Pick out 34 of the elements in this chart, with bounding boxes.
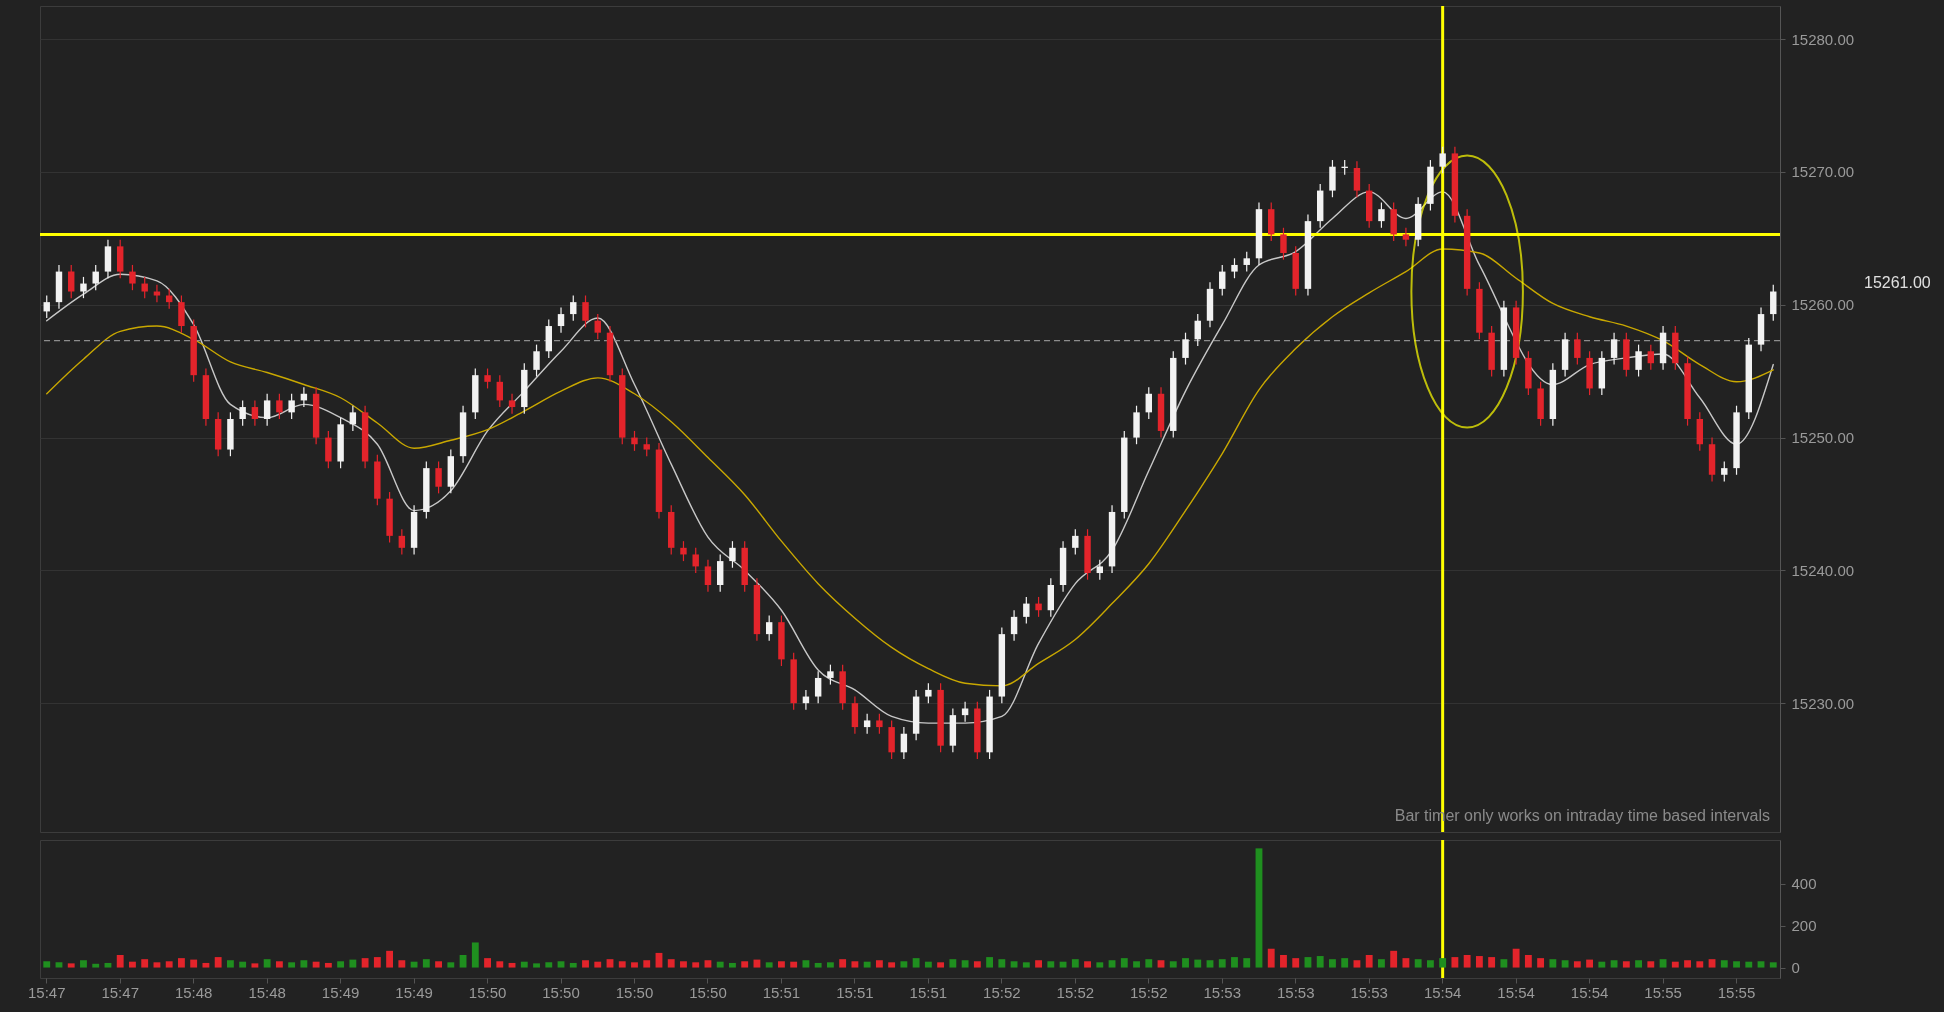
x-tick-label: 15:52	[1056, 983, 1095, 1001]
x-tick-label: 15:50	[615, 983, 654, 1001]
y-tick-label: 200	[1791, 917, 1817, 935]
y-tick-label: 15240.00	[1791, 561, 1855, 579]
x-tick-label: 15:51	[909, 983, 948, 1001]
y-tick-label: 15230.00	[1791, 694, 1855, 712]
x-tick-label: 15:52	[983, 983, 1021, 1001]
x-tick-label: 15:55	[1644, 983, 1682, 1001]
y-tick-label: 15250.00	[1791, 429, 1855, 447]
x-tick-label: 15:47	[27, 983, 66, 1001]
x-tick-label: 15:54	[1423, 983, 1462, 1001]
x-tick-label: 15:53	[1350, 983, 1388, 1001]
y-tick-label: 15270.00	[1791, 163, 1855, 181]
x-tick-label: 15:50	[468, 983, 507, 1001]
y-tick-label: 15280.00	[1791, 30, 1855, 48]
x-tick-label: 15:55	[1717, 983, 1756, 1001]
y-tick-label: 400	[1791, 875, 1817, 893]
x-tick-label: 15:47	[101, 983, 139, 1001]
x-tick-label: 15:52	[1130, 983, 1168, 1001]
x-tick-label: 15:48	[248, 983, 286, 1001]
x-tick-label: 15:49	[321, 983, 360, 1001]
x-tick-label: 15:53	[1276, 983, 1315, 1001]
x-tick-label: 15:49	[395, 983, 433, 1001]
y-tick-label: 0	[1791, 959, 1800, 977]
y-tick-label: 15260.00	[1791, 296, 1855, 314]
x-tick-label: 15:51	[762, 983, 801, 1001]
x-tick-label: 15:51	[836, 983, 874, 1001]
text: 15261.00	[1864, 273, 1931, 291]
x-tick-label: 15:54	[1497, 983, 1535, 1001]
x-tick-label: 15:50	[542, 983, 580, 1001]
x-tick-label: 15:54	[1570, 983, 1609, 1001]
x-tick-label: 15:53	[1203, 983, 1242, 1001]
x-tick-label: 15:48	[174, 983, 213, 1001]
x-tick-label: 15:50	[689, 983, 727, 1001]
